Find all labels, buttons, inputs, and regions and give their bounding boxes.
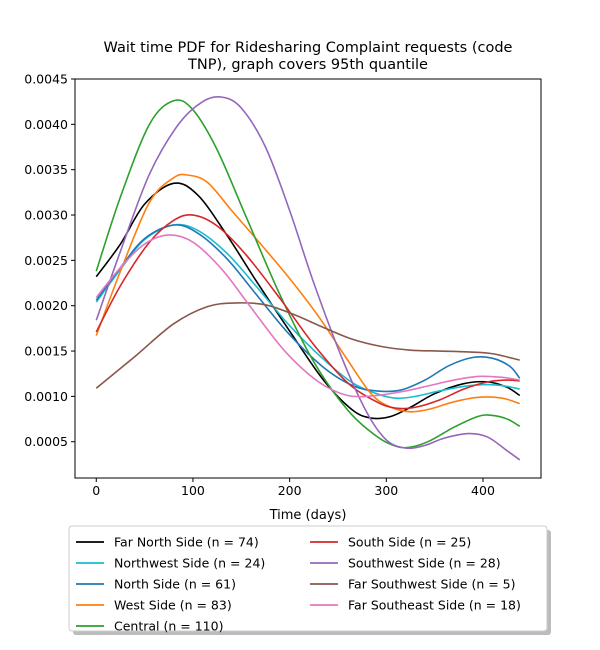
series-line-0: [95, 182, 521, 420]
series-line-3: [95, 173, 520, 413]
y-tick-label-4: 0.0025: [24, 253, 68, 268]
x-tick-label-1: 100: [181, 483, 205, 498]
y-tick-label-1: 0.0010: [24, 389, 68, 404]
x-tick-label-3: 300: [374, 483, 398, 498]
series-line-8: [95, 234, 520, 398]
y-tick-label-2: 0.0015: [24, 344, 68, 359]
series-line-2: [95, 224, 521, 393]
y-tick-label-0: 0.0005: [24, 434, 68, 449]
plot-frame: [74, 78, 542, 479]
legend-label-8: Far Southeast Side (n = 18): [348, 598, 521, 613]
legend-entries: Far North Side (n = 74) Northwest Side (n…: [76, 535, 521, 634]
x-axis: 0 100 200 300 400: [92, 478, 495, 498]
chart-title-line-2: TNP), graph covers 95th quantile: [187, 57, 428, 73]
chart-title-line-1: Wait time PDF for Ridesharing Complaint …: [104, 40, 513, 56]
legend-label-0: Far North Side (n = 74): [114, 535, 259, 550]
legend-label-2: North Side (n = 61): [114, 577, 236, 592]
series-line-4: [95, 99, 521, 449]
legend-label-1: Northwest Side (n = 24): [114, 556, 265, 571]
y-axis: 0.0005 0.0010 0.0015 0.0020 0.0025 0.0030 0.00…: [24, 72, 75, 449]
legend-label-7: Far Southwest Side (n = 5): [348, 577, 516, 592]
series-line-7: [95, 302, 520, 389]
y-tick-label-6: 0.0035: [24, 162, 68, 177]
legend: Far North Side (n = 74) Northwest Side (n…: [68, 525, 551, 635]
legend-box: [68, 525, 548, 632]
x-tick-label-2: 200: [278, 483, 302, 498]
legend-label-6: Southwest Side (n = 28): [348, 556, 501, 571]
chart-title: Wait time PDF for Ridesharing Complaint …: [104, 40, 513, 73]
series-line-5: [95, 214, 520, 410]
legend-label-3: West Side (n = 83): [114, 598, 232, 613]
legend-label-5: South Side (n = 25): [348, 535, 471, 550]
x-axis-label: Time (days): [269, 508, 347, 523]
x-tick-label-0: 0: [92, 483, 100, 498]
series-line-6: [95, 95, 521, 461]
y-tick-label-3: 0.0020: [24, 298, 68, 313]
y-tick-label-7: 0.0040: [24, 117, 68, 132]
series-lines: [95, 95, 521, 461]
legend-label-4: Central (n = 110): [114, 619, 223, 634]
y-tick-label-5: 0.0030: [24, 208, 68, 223]
y-tick-label-8: 0.0045: [24, 72, 68, 87]
x-tick-label-4: 400: [471, 483, 495, 498]
